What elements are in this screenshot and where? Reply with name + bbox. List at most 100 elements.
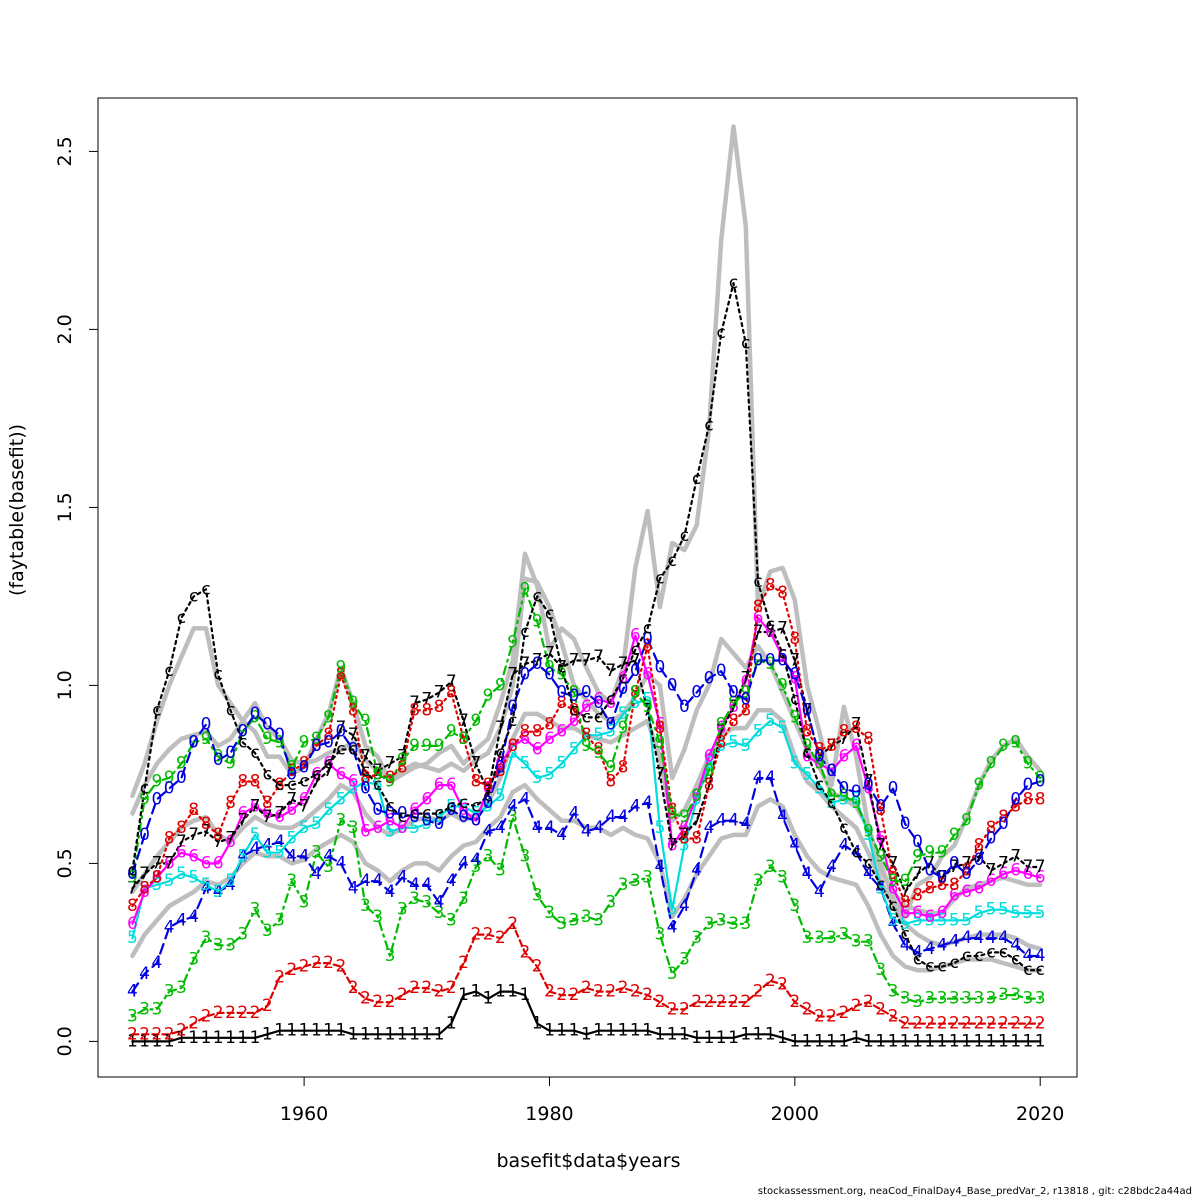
point-label-4: 4 xyxy=(250,839,261,859)
point-label-4: 4 xyxy=(863,864,874,884)
point-label-3: 3 xyxy=(201,928,212,948)
point-label-6: 6 xyxy=(519,729,530,749)
point-label-7: 7 xyxy=(900,882,911,902)
point-label-5: 5 xyxy=(593,725,604,745)
point-label-5: 5 xyxy=(998,900,1009,920)
point-label-6: 6 xyxy=(679,818,690,838)
point-label-9: 9 xyxy=(937,843,948,863)
point-label-7: 7 xyxy=(286,789,297,809)
point-label-7: 7 xyxy=(789,651,800,671)
point-label-9: 9 xyxy=(201,729,212,749)
point-label-8: 8 xyxy=(311,736,322,756)
point-label-7: 7 xyxy=(593,647,604,667)
point-label-7: 7 xyxy=(385,754,396,774)
point-label-7: 7 xyxy=(323,761,334,781)
point-label-c: c xyxy=(655,569,664,589)
point-label-2: 2 xyxy=(826,1007,837,1027)
point-label-1: 1 xyxy=(360,1024,371,1044)
point-label-c: c xyxy=(434,804,443,824)
point-label-3: 3 xyxy=(986,989,997,1009)
point-label-0: 0 xyxy=(213,750,224,770)
point-label-0: 0 xyxy=(630,661,641,681)
point-label-8: 8 xyxy=(556,693,567,713)
point-label-9: 9 xyxy=(753,651,764,671)
point-label-8: 8 xyxy=(838,722,849,742)
point-label-8: 8 xyxy=(495,761,506,781)
point-label-c: c xyxy=(410,804,419,824)
point-label-2: 2 xyxy=(838,1003,849,1023)
point-label-c: c xyxy=(913,950,922,970)
point-label-3: 3 xyxy=(250,900,261,920)
point-label-9: 9 xyxy=(127,868,138,888)
point-label-8: 8 xyxy=(176,818,187,838)
point-label-2: 2 xyxy=(986,1014,997,1034)
point-label-5: 5 xyxy=(237,846,248,866)
point-label-c: c xyxy=(618,668,627,688)
point-label-2: 2 xyxy=(360,989,371,1009)
point-label-4: 4 xyxy=(949,932,960,952)
point-label-0: 0 xyxy=(237,722,248,742)
point-label-1: 1 xyxy=(176,1028,187,1048)
point-label-3: 3 xyxy=(286,871,297,891)
point-label-c: c xyxy=(520,622,529,642)
point-label-6: 6 xyxy=(789,668,800,688)
point-label-3: 3 xyxy=(642,868,653,888)
point-label-9: 9 xyxy=(1010,732,1021,752)
point-label-3: 3 xyxy=(679,950,690,970)
point-label-2: 2 xyxy=(973,1014,984,1034)
point-label-6: 6 xyxy=(728,697,739,717)
point-label-6: 6 xyxy=(495,754,506,774)
point-label-9: 9 xyxy=(409,736,420,756)
point-label-5: 5 xyxy=(385,821,396,841)
point-label-2: 2 xyxy=(335,957,346,977)
point-label-5: 5 xyxy=(826,793,837,813)
point-label-5: 5 xyxy=(458,796,469,816)
point-label-6: 6 xyxy=(397,818,408,838)
point-label-3: 3 xyxy=(924,989,935,1009)
point-label-7: 7 xyxy=(863,772,874,792)
point-label-8: 8 xyxy=(299,754,310,774)
point-label-c: c xyxy=(802,743,811,763)
point-label-8: 8 xyxy=(826,736,837,756)
point-label-0: 0 xyxy=(274,725,285,745)
point-label-6: 6 xyxy=(286,800,297,820)
point-label-0: 0 xyxy=(335,722,346,742)
point-label-1: 1 xyxy=(569,1021,580,1041)
point-label-2: 2 xyxy=(569,985,580,1005)
point-label-9: 9 xyxy=(532,611,543,631)
point-label-7: 7 xyxy=(704,775,715,795)
point-label-6: 6 xyxy=(348,772,359,792)
point-label-7: 7 xyxy=(912,864,923,884)
point-label-2: 2 xyxy=(127,1024,138,1044)
point-label-7: 7 xyxy=(740,668,751,688)
point-label-c: c xyxy=(152,700,161,720)
point-label-7: 7 xyxy=(814,747,825,767)
point-label-8: 8 xyxy=(802,722,813,742)
point-label-6: 6 xyxy=(826,761,837,781)
point-label-4: 4 xyxy=(998,928,1009,948)
point-label-2: 2 xyxy=(139,1024,150,1044)
point-label-1: 1 xyxy=(299,1021,310,1041)
point-label-6: 6 xyxy=(544,729,555,749)
point-label-c: c xyxy=(324,754,333,774)
point-label-c: c xyxy=(729,273,738,293)
point-label-0: 0 xyxy=(949,853,960,873)
point-label-4: 4 xyxy=(924,939,935,959)
series-line-2 xyxy=(131,922,1042,1036)
point-label-3: 3 xyxy=(458,889,469,909)
point-label-6: 6 xyxy=(581,697,592,717)
point-label-1: 1 xyxy=(458,985,469,1005)
point-label-2: 2 xyxy=(998,1014,1009,1034)
point-label-7: 7 xyxy=(360,747,371,767)
point-label-5: 5 xyxy=(360,772,371,792)
series-point-labels: 1 1 1 1 1 1 1 1 1 1 1 1 1 1 1 1 1 1 1 1 1 1 1 1 1 111 1 1 1 1 11 1 1 1 1 1 1… xyxy=(127,273,1046,1051)
point-label-4: 4 xyxy=(765,768,776,788)
point-label-5: 5 xyxy=(618,704,629,724)
grey-reference-line xyxy=(130,782,1043,973)
point-label-9: 9 xyxy=(888,871,899,891)
x-tick-label: 2020 xyxy=(1016,1103,1064,1125)
point-label-3: 3 xyxy=(814,928,825,948)
point-label-1: 1 xyxy=(434,1024,445,1044)
point-label-5: 5 xyxy=(434,807,445,827)
point-label-2: 2 xyxy=(225,1003,236,1023)
